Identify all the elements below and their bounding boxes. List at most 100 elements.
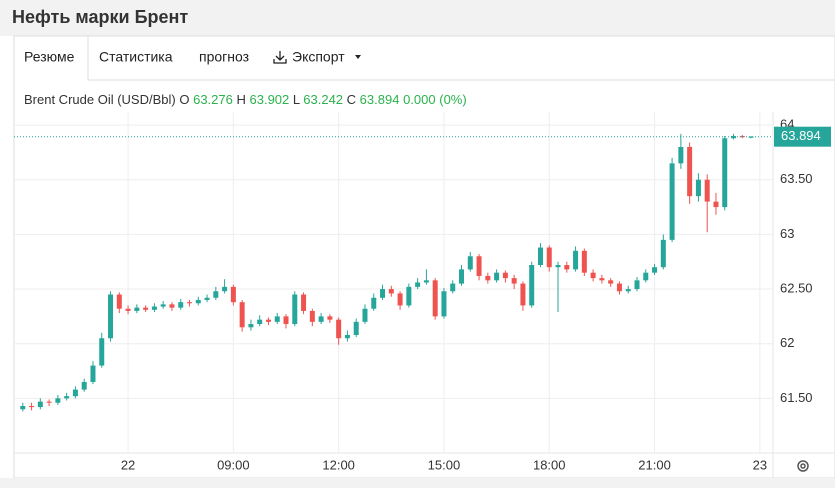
- candle-body: [274, 316, 280, 322]
- candle-body: [573, 250, 579, 270]
- candle-body: [204, 297, 210, 300]
- tab[interactable]: Статистика: [99, 49, 173, 65]
- candle-body: [590, 272, 596, 279]
- candle-body: [143, 307, 149, 310]
- x-tick-label: 12:00: [322, 457, 355, 472]
- candle-body: [151, 306, 157, 310]
- candle-body: [494, 272, 500, 281]
- y-tick-label: 62: [780, 335, 794, 350]
- candle-body: [336, 319, 342, 339]
- candle-body: [555, 265, 561, 268]
- candle-body: [46, 401, 52, 403]
- page-title: Нефть марки Брент: [12, 7, 188, 27]
- candle-body: [581, 250, 587, 273]
- candle-body: [90, 365, 96, 382]
- candle-body: [160, 304, 166, 307]
- x-tick-label: 09:00: [217, 457, 250, 472]
- candle-body: [230, 286, 236, 303]
- x-tick-label: 22: [121, 457, 135, 472]
- candle-body: [257, 319, 263, 325]
- legend-change: (0%): [439, 92, 466, 107]
- y-tick-label: 63.50: [780, 171, 813, 186]
- y-tick-label: 62.50: [780, 280, 813, 295]
- candle-body: [344, 334, 350, 339]
- candle-body: [292, 294, 298, 325]
- candle-body: [537, 247, 543, 266]
- legend-value: 63.276: [193, 92, 233, 107]
- candle-body: [625, 289, 631, 292]
- candle-body: [397, 293, 403, 306]
- candle-body: [108, 294, 114, 339]
- panel: [13, 35, 835, 479]
- caret: [355, 55, 361, 59]
- candle-body: [125, 308, 131, 311]
- candle-body: [520, 283, 526, 306]
- candle-body: [213, 291, 219, 298]
- tab[interactable]: прогноз: [199, 49, 249, 65]
- candle-body: [239, 302, 245, 328]
- legend-label: O: [179, 92, 189, 107]
- x-tick-label: 21:00: [638, 457, 671, 472]
- candle-body: [178, 302, 184, 308]
- candle-body: [327, 316, 333, 320]
- candle-body: [678, 146, 684, 164]
- legend-name: Brent Crude Oil (USD/Bbl): [24, 92, 176, 107]
- candle-body: [20, 406, 26, 410]
- candle-body: [248, 324, 254, 328]
- x-tick-label: 23: [753, 457, 767, 472]
- candle-body: [695, 179, 701, 197]
- last-price-label: 63.894: [781, 128, 821, 143]
- candle-body: [380, 289, 386, 298]
- candle-body: [309, 310, 315, 322]
- candle-body: [704, 179, 710, 202]
- candle-body: [195, 299, 201, 304]
- legend-change: 0.000: [403, 92, 436, 107]
- candle-body: [608, 280, 614, 284]
- candle-body: [362, 308, 368, 322]
- legend-value: 63.894: [360, 92, 400, 107]
- candle-body: [423, 280, 429, 283]
- y-tick-label: 63: [780, 226, 794, 241]
- candle-body: [643, 272, 649, 281]
- candle-body: [388, 289, 394, 294]
- download-icon: [273, 51, 287, 64]
- tab[interactable]: Экспорт: [292, 49, 345, 65]
- candle-body: [476, 256, 482, 276]
- candle-body: [301, 294, 307, 311]
- legend-label: L: [293, 92, 300, 107]
- candle-body: [283, 316, 289, 325]
- candle-body: [406, 286, 412, 306]
- candle-body: [415, 282, 421, 287]
- candle-body: [687, 146, 693, 197]
- x-tick-label: 18:00: [533, 457, 566, 472]
- candle-body: [511, 278, 517, 284]
- candle-body: [450, 283, 456, 292]
- y-tick-label: 61.50: [780, 390, 813, 405]
- candle-body: [116, 294, 122, 309]
- candle-body: [459, 269, 465, 284]
- candle-body: [265, 319, 271, 322]
- candle-body: [432, 280, 438, 317]
- candle-body: [353, 321, 359, 335]
- candle-body: [713, 201, 719, 208]
- candle-body: [318, 316, 324, 322]
- legend-label: C: [347, 92, 356, 107]
- candle-body: [467, 256, 473, 270]
- candle-body: [564, 265, 570, 270]
- candle-body: [371, 297, 377, 309]
- candle-body: [616, 283, 622, 292]
- settings-icon[interactable]: [797, 460, 809, 472]
- candle-body: [731, 136, 737, 139]
- tab[interactable]: Резюме: [24, 49, 75, 65]
- candle-body: [652, 267, 658, 273]
- candle-body: [502, 272, 508, 279]
- candle-body: [64, 396, 70, 399]
- candle-body: [739, 136, 745, 138]
- legend-value: 63.902: [250, 92, 290, 107]
- candle-body: [99, 338, 105, 366]
- candle-body: [81, 381, 87, 390]
- candle-body: [222, 286, 228, 292]
